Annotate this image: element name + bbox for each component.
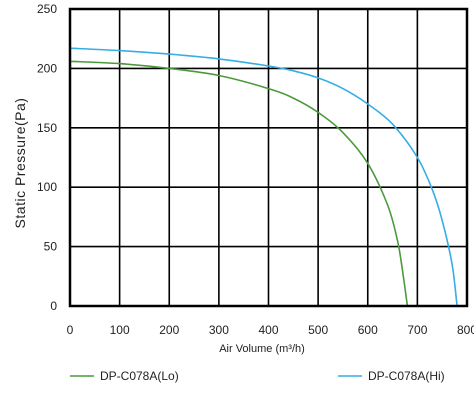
x-tick-label: 400 — [258, 323, 278, 337]
series-line-lo — [69, 60, 409, 307]
x-tick-label: 500 — [308, 323, 328, 337]
x-tick-label: 100 — [110, 323, 130, 337]
x-tick-label: 800 — [457, 323, 474, 337]
y-tick-label: 100 — [37, 180, 57, 194]
plot-frame — [68, 7, 469, 308]
y-tick-label: 50 — [44, 240, 58, 254]
x-tick-label: 600 — [358, 323, 378, 337]
x-tick-label: 700 — [407, 323, 427, 337]
x-tick-label: 200 — [159, 323, 179, 337]
x-tick-label: 300 — [209, 323, 229, 337]
series-line-hi — [69, 47, 458, 307]
x-tick-labels: 0 100 200 300 400 500 600 700 800 — [67, 323, 474, 337]
x-tick-label: 0 — [67, 323, 74, 337]
y-tick-label: 250 — [37, 2, 57, 16]
y-tick-label: 200 — [37, 61, 57, 75]
y-tick-label: 0 — [50, 299, 57, 313]
y-tick-labels: 0 50 100 150 200 250 — [37, 2, 57, 313]
legend: DP-C078A(Lo) DP-C078A(Hi) — [70, 369, 445, 383]
legend-label: DP-C078A(Hi) — [368, 369, 445, 383]
grid-lines — [69, 8, 468, 307]
x-axis-label: Air Volume (m³/h) — [219, 343, 305, 355]
y-axis-label: Static Pressure(Pa) — [12, 98, 28, 229]
legend-label: DP-C078A(Lo) — [100, 369, 179, 383]
y-tick-label: 150 — [37, 121, 57, 135]
series-lines — [69, 47, 458, 307]
